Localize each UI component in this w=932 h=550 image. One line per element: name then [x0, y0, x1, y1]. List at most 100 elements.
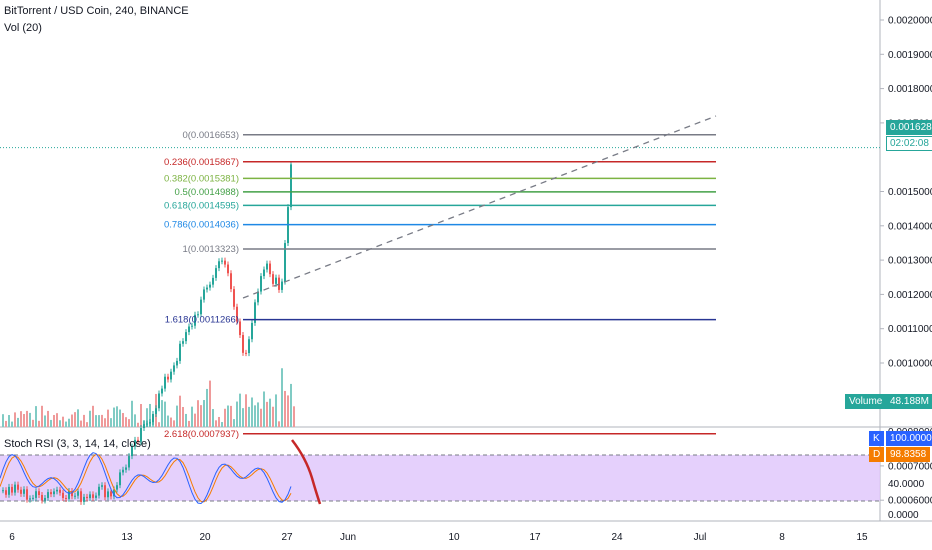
volume-bar	[179, 395, 181, 427]
volume-bar	[131, 400, 133, 427]
stoch-axis-label: 0.0000	[888, 510, 919, 521]
candle-body	[206, 287, 208, 290]
volume-bar	[218, 416, 220, 427]
candle-body	[113, 489, 115, 497]
volume-bar	[278, 421, 280, 427]
volume-bar	[287, 395, 289, 427]
candle-body	[266, 263, 268, 270]
volume-bar	[104, 418, 106, 427]
volume-bar	[11, 421, 13, 427]
candle-body	[215, 268, 217, 278]
volume-bar	[20, 411, 22, 427]
stoch-projection-line	[291, 439, 322, 505]
symbol-title[interactable]: BitTorrent / USD Coin, 240, BINANCE	[4, 5, 189, 17]
candle-body	[146, 423, 148, 425]
time-axis-label: 8	[779, 532, 785, 543]
candle-body	[26, 489, 28, 500]
candle-body	[227, 264, 229, 274]
volume-bar	[122, 413, 124, 427]
volume-bar	[53, 414, 55, 427]
candle-body	[74, 495, 76, 497]
volume-bar	[50, 419, 52, 427]
candle-body	[134, 439, 136, 447]
candle-body	[245, 352, 247, 354]
candle-body	[62, 492, 64, 498]
candle-body	[179, 343, 181, 361]
candle-body	[50, 492, 52, 495]
volume-bar	[284, 390, 286, 427]
volume-bar	[224, 408, 226, 427]
volume-bar	[5, 420, 7, 427]
volume-bar	[83, 414, 85, 427]
volume-bar	[2, 414, 4, 427]
volume-bar	[125, 417, 127, 427]
volume-bar	[266, 401, 268, 427]
candle-body	[80, 491, 82, 502]
candle-body	[191, 325, 193, 327]
fib-level-label: 0.5(0.0014988)	[175, 187, 239, 198]
candle-body	[290, 164, 292, 208]
time-axis-label: Jul	[694, 532, 707, 543]
price-axis-label: 0.0014000	[888, 221, 932, 232]
candle-body	[200, 299, 202, 315]
volume-bar	[119, 409, 121, 427]
candle-body	[32, 497, 34, 499]
time-axis-label: 20	[199, 532, 211, 543]
volume-bar	[35, 406, 37, 427]
volume-bar	[197, 400, 199, 427]
candle-body	[77, 491, 79, 496]
price-axis-label: 0.0010000	[888, 359, 932, 370]
candle-body	[170, 371, 172, 380]
volume-bar	[80, 420, 82, 427]
candle-body	[143, 424, 145, 429]
candle-body	[47, 492, 49, 498]
stoch-axis-label: 40.0000	[888, 479, 925, 490]
volume-bar	[26, 410, 28, 427]
candle-body	[14, 484, 16, 493]
candle-body	[95, 495, 97, 498]
volume-bar	[137, 422, 139, 427]
volume-bar	[71, 414, 73, 427]
volume-bar	[98, 415, 100, 427]
candle-body	[83, 496, 85, 502]
candle-body	[239, 321, 241, 336]
volume-bar	[47, 410, 49, 427]
k-value-badge: 100.0000	[886, 431, 932, 446]
volume-bar	[290, 383, 292, 427]
time-axis-label: 24	[611, 532, 623, 543]
volume-bar	[128, 419, 130, 427]
candle-body	[218, 261, 220, 269]
volume-indicator-label[interactable]: Vol (20)	[4, 22, 42, 34]
volume-bar	[101, 414, 103, 427]
volume-bar	[56, 413, 58, 427]
candle-body	[152, 413, 154, 423]
stoch-rsi-label[interactable]: Stoch RSI (3, 3, 14, 14, close)	[4, 438, 151, 450]
price-axis-label: 0.0018000	[888, 84, 932, 95]
candle-body	[155, 408, 157, 414]
price-axis-label: 0.0012000	[888, 290, 932, 301]
volume-bar	[41, 405, 43, 427]
stoch-d-line	[0, 453, 292, 503]
volume-bar	[116, 406, 118, 427]
candle-body	[8, 486, 10, 495]
trend-line	[242, 115, 717, 299]
candle-countdown: 02:02:08	[886, 136, 932, 151]
volume-bar	[173, 420, 175, 427]
volume-bar	[272, 406, 274, 427]
candle-body	[188, 326, 190, 333]
time-axis-label: 10	[448, 532, 460, 543]
volume-bar	[233, 419, 235, 427]
candle-body	[230, 273, 232, 290]
candle-body	[194, 314, 196, 326]
volume-bar	[8, 415, 10, 427]
volume-bar	[194, 413, 196, 427]
candle-body	[68, 491, 70, 499]
volume-bar	[209, 380, 211, 427]
candle-body	[2, 490, 4, 492]
volume-bar	[65, 421, 67, 427]
candle-body	[23, 489, 25, 494]
candle-body	[212, 277, 214, 285]
